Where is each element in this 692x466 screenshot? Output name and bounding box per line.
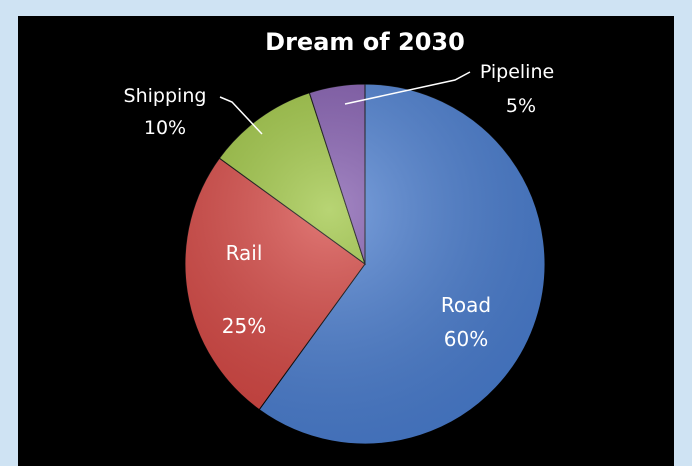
slice-label-shipping-category: Shipping — [124, 85, 207, 107]
slice-label-road-category: Road — [441, 293, 491, 317]
slice-label-pipeline-category: Pipeline — [480, 61, 554, 83]
slice-label-rail-value: 25% — [222, 314, 266, 338]
slice-label-shipping-value: 10% — [144, 117, 186, 139]
leader-line-pipeline — [344, 71, 471, 105]
slice-label-pipeline-value: 5% — [506, 95, 536, 117]
slice-label-rail-category: Rail — [226, 241, 263, 265]
chart-title: Dream of 2030 — [265, 28, 465, 56]
slice-label-road-value: 60% — [444, 327, 488, 351]
leader-line-shipping — [219, 96, 263, 135]
